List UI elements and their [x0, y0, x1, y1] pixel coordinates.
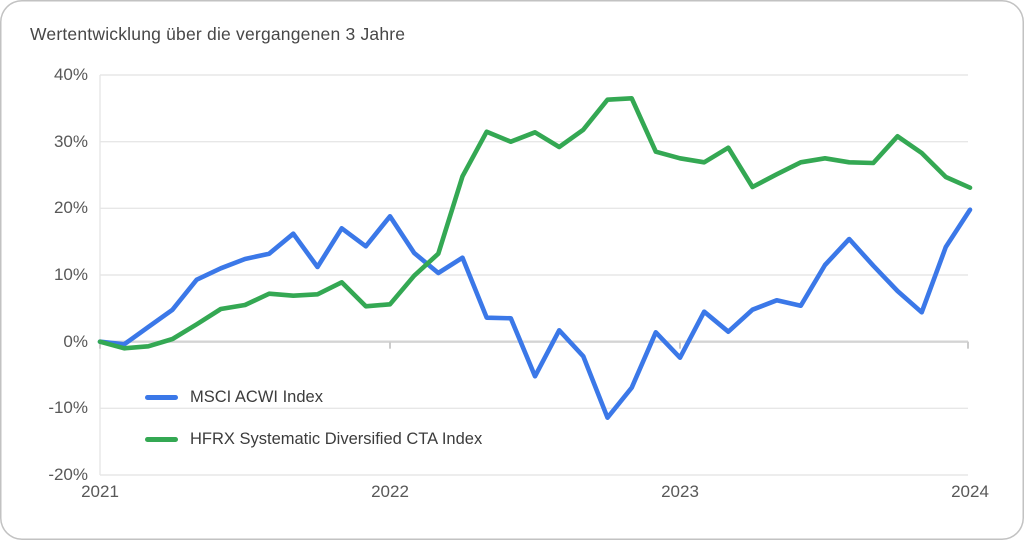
y-axis-label: 40% — [53, 65, 88, 84]
y-axis-label: 10% — [53, 265, 88, 284]
x-axis-label: 2021 — [81, 482, 119, 501]
x-axis-label: 2023 — [661, 482, 699, 501]
series-line-msci-acwi-index — [97, 207, 973, 421]
chart-title: Wertentwicklung über die vergangenen 3 J… — [30, 24, 406, 44]
x-axis-label: 2022 — [371, 482, 409, 501]
legend-label: HFRX Systematic Diversified CTA Index — [190, 429, 483, 448]
y-axis-label: -10% — [48, 398, 88, 418]
y-axis-label: 20% — [53, 198, 88, 218]
legend-swatch-icon — [145, 394, 178, 400]
legend-swatch-icon — [145, 436, 178, 442]
series-line-hfrx-systematic-diversified-cta-index — [97, 96, 973, 351]
y-axis-label: 30% — [53, 131, 88, 151]
y-axis-label: -20% — [48, 465, 88, 484]
legend-label: MSCI ACWI Index — [190, 387, 323, 406]
x-axis-label: 2024 — [951, 482, 989, 501]
y-axis-label: 0% — [63, 331, 88, 351]
legend-item: MSCI ACWI Index — [145, 386, 323, 408]
legend-item: HFRX Systematic Diversified CTA Index — [145, 428, 482, 450]
